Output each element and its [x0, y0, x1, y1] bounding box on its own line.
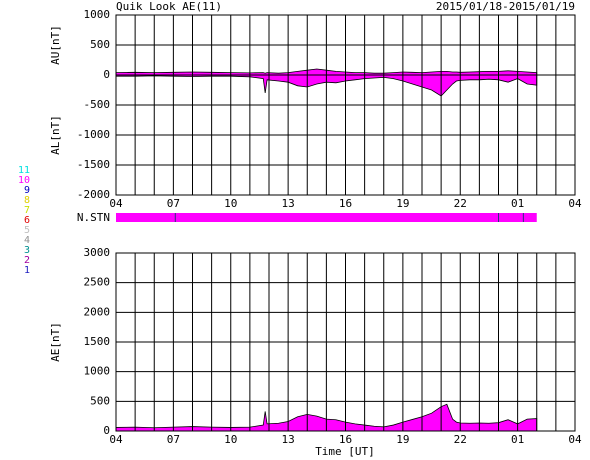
y-axis-title: AL[nT]: [49, 115, 62, 155]
x-tick-label: 10: [224, 197, 237, 210]
y-tick-label: -1000: [77, 128, 110, 141]
station-legend-label: 3: [24, 245, 30, 256]
y-tick-label: 500: [90, 38, 110, 51]
x-tick-label: 13: [282, 197, 295, 210]
y-tick-label: 1500: [84, 335, 111, 348]
x-tick-label: 10: [224, 433, 237, 446]
x-tick-label: 04: [109, 197, 123, 210]
y-axis-title: AU[nT]: [49, 25, 62, 65]
y-tick-label: -2000: [77, 188, 110, 201]
date-range: 2015/01/18-2015/01/19: [436, 0, 575, 13]
x-tick-label: 07: [167, 433, 180, 446]
station-legend-label: 5: [24, 225, 30, 236]
area-al: [115, 74, 538, 97]
station-legend-label: 2: [24, 255, 30, 266]
station-legend-label: 1: [24, 265, 30, 276]
station-legend-label: 4: [24, 235, 30, 246]
y-tick-label: -1500: [77, 158, 110, 171]
station-legend-label: 8: [24, 195, 30, 206]
x-tick-label: 01: [511, 433, 524, 446]
x-tick-label: 22: [454, 433, 467, 446]
y-tick-label: 2500: [84, 276, 111, 289]
x-tick-label: 16: [339, 433, 352, 446]
plot-frame: [115, 14, 576, 196]
station-legend-label: 10: [18, 175, 30, 186]
station-legend-label: 11: [18, 165, 30, 176]
x-tick-label: 19: [396, 433, 409, 446]
y-tick-label: 3000: [84, 246, 111, 259]
chart-title: Quik Look AE(11): [116, 0, 222, 13]
y-tick-label: 1000: [84, 365, 111, 378]
y-tick-label: 0: [103, 68, 110, 81]
y-tick-label: -500: [84, 98, 111, 111]
y-tick-label: 500: [90, 394, 110, 407]
x-tick-label: 19: [396, 197, 409, 210]
x-tick-label: 07: [167, 197, 180, 210]
y-tick-label: 1000: [84, 8, 111, 21]
station-label: N.STN: [77, 211, 110, 224]
x-tick-label: 04: [109, 433, 123, 446]
y-axis-title: AE[nT]: [49, 322, 62, 362]
area-ae: [115, 403, 538, 432]
y-tick-label: 2000: [84, 305, 111, 318]
x-tick-label: 22: [454, 197, 467, 210]
station-bar: [116, 213, 537, 222]
station-legend-label: 6: [24, 215, 30, 226]
x-tick-label: 13: [282, 433, 295, 446]
station-legend-label: 9: [24, 185, 30, 196]
plot-frame: [115, 252, 576, 432]
x-axis-title: Time [UT]: [315, 445, 375, 458]
y-tick-label: 0: [103, 424, 110, 437]
x-tick-label: 04: [568, 197, 582, 210]
x-tick-label: 16: [339, 197, 352, 210]
x-tick-label: 04: [568, 433, 582, 446]
station-legend-label: 7: [24, 205, 30, 216]
x-tick-label: 01: [511, 197, 524, 210]
